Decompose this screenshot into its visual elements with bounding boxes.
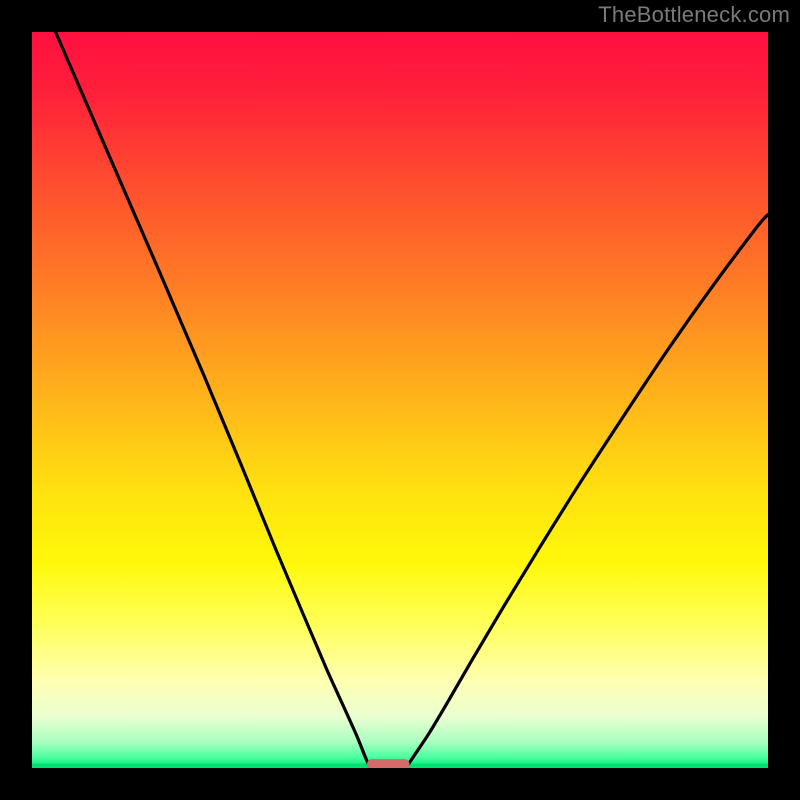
figure-frame: TheBottleneck.com	[0, 0, 800, 800]
watermark-text: TheBottleneck.com	[598, 2, 790, 28]
plot-svg	[32, 32, 768, 768]
bottleneck-marker	[367, 759, 410, 768]
gradient-background	[32, 32, 768, 768]
plot-area	[32, 32, 768, 768]
